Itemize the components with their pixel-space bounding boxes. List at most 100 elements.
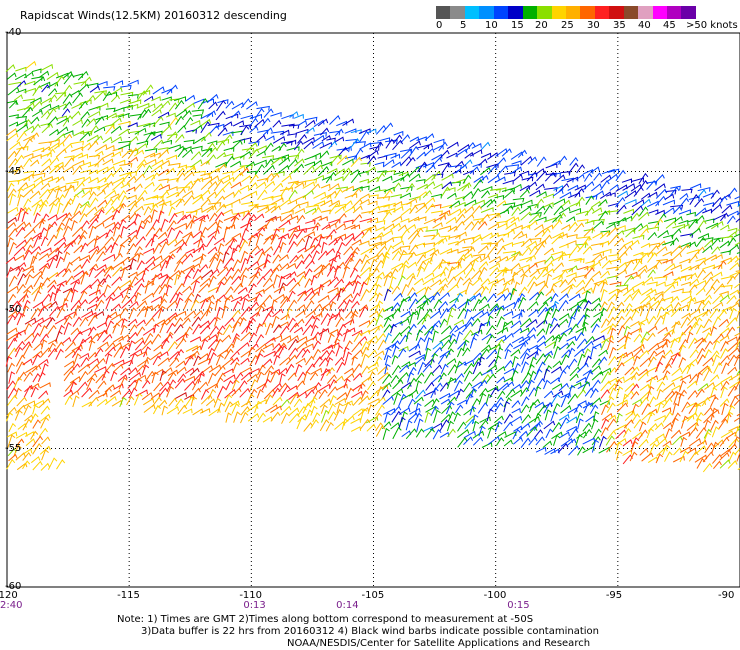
wind-barb <box>240 400 252 408</box>
wind-barb <box>31 68 42 74</box>
wind-barb <box>215 281 225 294</box>
wind-barb <box>576 236 591 241</box>
wind-barb <box>312 340 321 351</box>
wind-barb <box>13 94 23 101</box>
wind-barb <box>93 235 101 248</box>
wind-barb <box>223 394 233 407</box>
wind-barb <box>230 357 240 366</box>
wind-barb <box>70 363 81 373</box>
wind-barb <box>463 370 473 382</box>
wind-barb <box>105 145 115 151</box>
wind-barb <box>568 316 576 328</box>
wind-barb <box>704 381 715 390</box>
wind-barb <box>496 326 509 335</box>
wind-barb <box>414 356 426 365</box>
wind-barb <box>425 164 436 173</box>
wind-barb <box>401 264 409 277</box>
wind-barb <box>654 422 664 431</box>
wind-barb <box>54 75 65 87</box>
wind-barb <box>664 390 675 400</box>
wind-barb <box>375 314 384 326</box>
wind-barb <box>497 287 510 296</box>
wind-barb <box>303 290 316 302</box>
wind-barb <box>408 216 420 223</box>
wind-barb <box>357 335 368 344</box>
wind-barb <box>174 348 184 360</box>
wind-barb <box>670 417 679 430</box>
wind-barb <box>432 428 442 440</box>
wind-barb <box>70 327 80 335</box>
wind-barb <box>568 428 579 440</box>
wind-barb <box>573 305 582 318</box>
wind-barb <box>25 438 36 446</box>
wind-barb <box>671 384 681 391</box>
wind-barb <box>591 370 604 381</box>
wind-barb <box>305 363 316 374</box>
wind-barb <box>8 310 18 318</box>
wind-barb <box>679 243 691 254</box>
wind-barb <box>655 342 668 351</box>
wind-barb <box>471 143 482 149</box>
wind-barb <box>81 401 92 408</box>
wind-barb <box>374 283 382 295</box>
wind-barb <box>473 178 484 190</box>
wind-barb <box>168 116 179 128</box>
wind-barb <box>279 297 291 309</box>
wind-barb <box>33 235 42 248</box>
wind-barb <box>111 203 124 213</box>
wind-barb <box>398 348 407 358</box>
wind-barb <box>736 451 740 462</box>
wind-barb <box>303 165 315 176</box>
wind-barb <box>713 283 725 295</box>
wind-barb <box>646 375 659 383</box>
wind-barb <box>182 110 192 118</box>
wind-barb <box>271 228 281 240</box>
wind-barb <box>104 342 116 352</box>
wind-barb <box>150 152 161 158</box>
wind-barb <box>25 365 38 374</box>
wind-barb <box>605 435 615 446</box>
wind-barb <box>93 206 105 216</box>
wind-barb <box>585 335 595 345</box>
wind-barb <box>727 237 737 247</box>
wind-barb <box>360 193 371 200</box>
wind-barb <box>553 174 566 185</box>
wind-barb <box>23 385 33 398</box>
wind-barb <box>453 412 461 422</box>
wind-barb <box>321 409 330 423</box>
wind-barb <box>173 310 187 318</box>
wind-barb <box>33 290 42 302</box>
wind-barb <box>293 113 304 119</box>
wind-barb <box>15 452 26 461</box>
wind-barb <box>112 341 123 349</box>
wind-barb <box>183 139 195 145</box>
wind-barb <box>625 308 634 317</box>
wind-barb <box>509 287 517 301</box>
wind-barb <box>86 358 100 367</box>
wind-barb <box>311 164 323 174</box>
wind-barb <box>447 141 459 150</box>
wind-barb <box>200 179 213 191</box>
wind-barb <box>557 318 569 327</box>
wind-barb <box>703 428 712 439</box>
wind-barb <box>480 152 492 158</box>
wind-barb <box>200 198 211 208</box>
wind-barb <box>725 431 737 439</box>
wind-barb <box>399 318 410 325</box>
wind-barb <box>54 341 65 353</box>
wind-barb <box>326 137 336 143</box>
wind-barb <box>424 398 435 407</box>
wind-barb <box>23 236 34 248</box>
wind-barb <box>136 300 148 310</box>
wind-barb <box>223 226 231 240</box>
wind-barb <box>349 267 358 278</box>
wind-barb <box>391 308 401 318</box>
wind-barb <box>431 232 441 241</box>
wind-barb <box>183 375 196 383</box>
wind-barb <box>190 263 201 270</box>
wind-barb <box>439 307 450 319</box>
wind-barb <box>181 252 194 264</box>
wind-barb <box>424 147 435 157</box>
wind-barb <box>608 220 620 226</box>
wind-barb <box>7 434 16 448</box>
